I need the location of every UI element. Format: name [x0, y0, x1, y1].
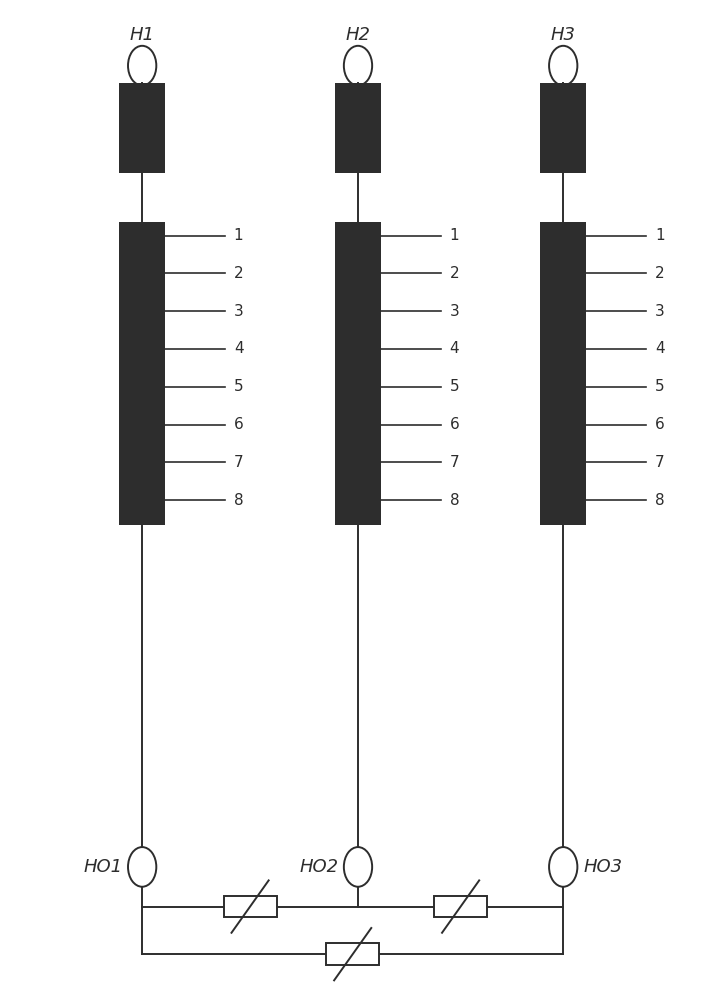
Text: 8: 8: [234, 493, 243, 508]
Text: 4: 4: [234, 341, 243, 356]
Bar: [223, 896, 276, 917]
Text: 8: 8: [450, 493, 459, 508]
Text: 4: 4: [655, 341, 664, 356]
Text: 7: 7: [655, 455, 664, 470]
Text: 7: 7: [450, 455, 459, 470]
Text: 4: 4: [450, 341, 459, 356]
Text: 3: 3: [234, 304, 243, 319]
Text: 6: 6: [450, 417, 460, 432]
Text: HO3: HO3: [583, 858, 622, 876]
Text: 2: 2: [450, 266, 459, 281]
Bar: [119, 222, 165, 525]
Bar: [335, 83, 381, 173]
Text: HO1: HO1: [83, 858, 122, 876]
Text: 3: 3: [655, 304, 664, 319]
Bar: [335, 222, 381, 525]
Bar: [119, 83, 165, 173]
Text: 1: 1: [450, 228, 459, 243]
Text: 5: 5: [450, 379, 459, 394]
Bar: [541, 83, 586, 173]
Text: H2: H2: [346, 26, 370, 44]
Text: H1: H1: [130, 26, 155, 44]
Text: 2: 2: [655, 266, 664, 281]
Text: H3: H3: [551, 26, 576, 44]
Bar: [541, 222, 586, 525]
Text: 6: 6: [234, 417, 243, 432]
Text: 2: 2: [234, 266, 243, 281]
Bar: [434, 896, 487, 917]
Text: 6: 6: [655, 417, 664, 432]
Text: 8: 8: [655, 493, 664, 508]
Text: 1: 1: [655, 228, 664, 243]
Text: 7: 7: [234, 455, 243, 470]
Text: HO2: HO2: [299, 858, 338, 876]
Bar: [326, 943, 379, 965]
Text: 1: 1: [234, 228, 243, 243]
Text: 5: 5: [234, 379, 243, 394]
Text: 3: 3: [450, 304, 460, 319]
Text: 5: 5: [655, 379, 664, 394]
